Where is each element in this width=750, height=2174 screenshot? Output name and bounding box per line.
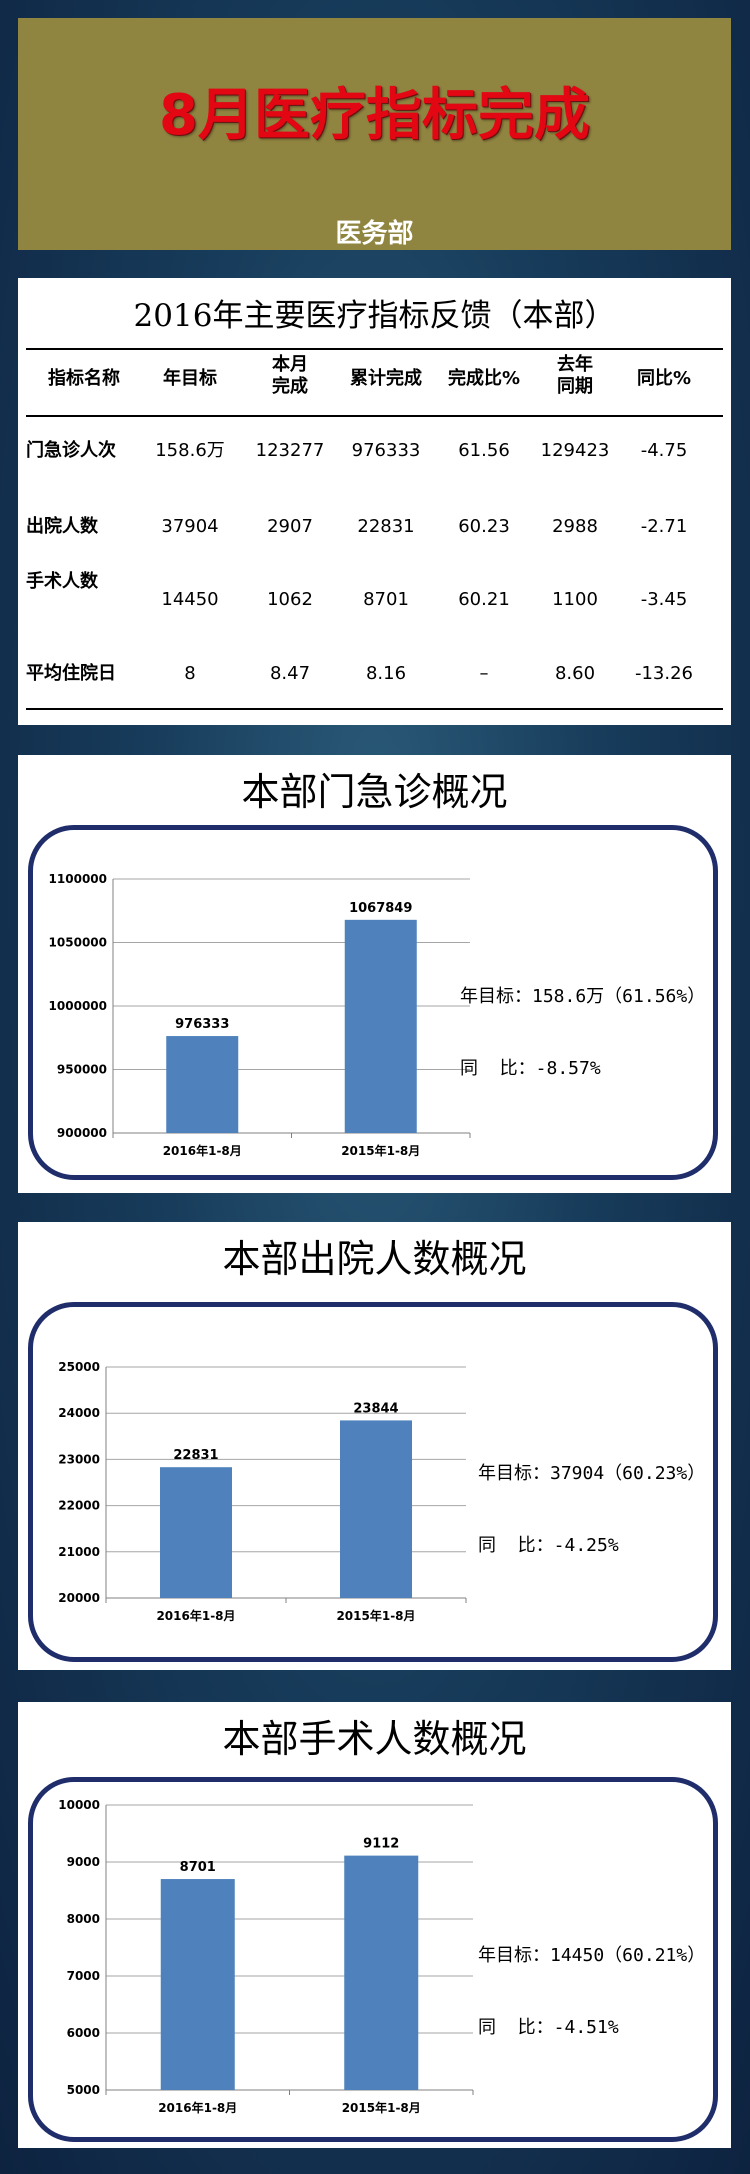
indicator-table-panel: 2016年主要医疗指标反馈（本部） 指标名称 年目标 本月 完成 累计完成 完成比% 去年同… bbox=[18, 278, 731, 725]
data-label: 22831 bbox=[173, 1448, 218, 1463]
table-cell: -3.45 bbox=[640, 589, 688, 610]
y-tick-label: 20000 bbox=[58, 1591, 100, 1605]
y-tick-label: 8000 bbox=[67, 1912, 100, 1926]
chart-annotation: 年目标：158.6万（61.56%） 同 比：-8.57% bbox=[460, 937, 705, 1129]
table-cell: 61.56 bbox=[458, 440, 510, 461]
table-cell: 22831 bbox=[357, 516, 415, 537]
y-tick-label: 950000 bbox=[57, 1063, 107, 1077]
column-header: 同比% bbox=[636, 368, 692, 389]
table-cell: 37904 bbox=[161, 516, 219, 537]
table-cell: 976333 bbox=[351, 440, 421, 461]
chart-panel-outpatient: 本部门急诊概况 900000 950000 1000000 1050000 110000… bbox=[18, 755, 731, 1193]
x-tick-label: 2016年1-8月 bbox=[156, 1608, 235, 1623]
x-tick-label: 2016年1-8月 bbox=[163, 1143, 242, 1158]
data-label: 8701 bbox=[180, 1860, 216, 1875]
y-tick-label: 23000 bbox=[58, 1452, 100, 1466]
table-cell: 1100 bbox=[552, 589, 598, 610]
chart-title: 本部手术人数概况 bbox=[222, 1717, 527, 1761]
yoy-note: 同 比：-4.25% bbox=[478, 1535, 619, 1556]
bar bbox=[160, 1467, 232, 1598]
bar bbox=[166, 1036, 239, 1133]
table-bottom-rule bbox=[26, 708, 723, 710]
data-label: 23844 bbox=[353, 1401, 398, 1416]
y-tick-label: 25000 bbox=[58, 1360, 100, 1374]
data-label: 976333 bbox=[175, 1017, 229, 1032]
chart-panel-discharge: 本部出院人数概况 20000 21000 22000 23000 24000 25000 2… bbox=[18, 1222, 731, 1670]
bar bbox=[344, 919, 417, 1133]
column-header: 去年 同期 bbox=[557, 354, 593, 397]
column-header: 本月 完成 bbox=[272, 354, 308, 397]
yoy-note: 同 比：-8.57% bbox=[460, 1058, 601, 1079]
x-tick-label: 2015年1-8月 bbox=[336, 1608, 415, 1623]
table-cell: 2907 bbox=[267, 516, 313, 537]
annual-target-note: 年目标：37904（60.23%） bbox=[478, 1463, 706, 1484]
bar bbox=[340, 1420, 412, 1598]
table-cell: 158.6万 bbox=[155, 440, 225, 461]
column-header: 指标名称 bbox=[48, 368, 120, 389]
data-label: 1067849 bbox=[349, 901, 412, 916]
table-cell: -4.75 bbox=[640, 440, 688, 461]
y-tick-label: 6000 bbox=[67, 2026, 100, 2040]
column-header: 累计完成 bbox=[350, 368, 422, 389]
page-title: 8月医疗指标完成 bbox=[159, 83, 590, 148]
yoy-note: 同 比：-4.51% bbox=[478, 2017, 619, 2038]
table-cell: 8.47 bbox=[269, 663, 311, 684]
y-tick-label: 24000 bbox=[58, 1406, 100, 1420]
y-tick-label: 7000 bbox=[67, 1969, 100, 1983]
y-tick-label: 10000 bbox=[58, 1798, 100, 1812]
column-header: 年目标 bbox=[163, 368, 217, 389]
annual-target-note: 年目标：14450（60.21%） bbox=[478, 1945, 706, 1966]
table-cell: 60.21 bbox=[458, 589, 510, 610]
table-header-rule bbox=[26, 415, 723, 417]
bar-chart-surgery: 5000 6000 7000 8000 9000 10000 8701 2016年1-8月 91… bbox=[58, 1798, 474, 2115]
chart-frame bbox=[28, 1302, 718, 1662]
bar-chart-discharge: 20000 21000 22000 23000 24000 25000 22831 2016年… bbox=[58, 1360, 467, 1623]
row-label: 门急诊人次 bbox=[26, 440, 116, 461]
y-tick-label: 5000 bbox=[67, 2083, 100, 2097]
row-label: 手术人数 bbox=[26, 571, 98, 592]
table-top-rule bbox=[26, 348, 723, 350]
table-title: 2016年主要医疗指标反馈（本部） bbox=[133, 298, 616, 334]
bar bbox=[160, 1879, 235, 2090]
table-cell: 14450 bbox=[161, 589, 219, 610]
table-cell: 60.23 bbox=[458, 516, 510, 537]
row-label: 平均住院日 bbox=[26, 663, 116, 684]
table-cell: 8.16 bbox=[365, 663, 407, 684]
y-tick-label: 21000 bbox=[58, 1545, 100, 1559]
table-cell: 8 bbox=[184, 663, 196, 684]
y-tick-label: 9000 bbox=[67, 1855, 100, 1869]
department-label: 医务部 bbox=[335, 219, 414, 249]
table-cell: 123277 bbox=[255, 440, 325, 461]
annual-target-note: 年目标：158.6万（61.56%） bbox=[460, 986, 706, 1007]
chart-title: 本部出院人数概况 bbox=[222, 1237, 527, 1281]
table-cell: 1062 bbox=[267, 589, 313, 610]
y-tick-label: 900000 bbox=[57, 1126, 107, 1140]
chart-annotation: 年目标：37904（60.23%） 同 比：-4.25% bbox=[478, 1414, 705, 1606]
table-cell: 2988 bbox=[552, 516, 598, 537]
header-banner: 8月医疗指标完成 医务部 bbox=[18, 18, 731, 250]
chart-annotation: 年目标：14450（60.21%） 同 比：-4.51% bbox=[478, 1896, 705, 2088]
x-tick-label: 2015年1-8月 bbox=[341, 1143, 420, 1158]
table-cell: -13.26 bbox=[634, 663, 694, 684]
x-tick-label: 2015年1-8月 bbox=[342, 2100, 421, 2115]
table-cell: – bbox=[479, 663, 489, 684]
chart-panel-surgery: 本部手术人数概况 5000 6000 7000 8000 9000 10000 8701 20… bbox=[18, 1702, 731, 2148]
y-tick-label: 1100000 bbox=[49, 872, 107, 886]
row-label: 出院人数 bbox=[26, 516, 98, 537]
y-tick-label: 1000000 bbox=[49, 999, 107, 1013]
bar bbox=[344, 1855, 419, 2090]
table-cell: 129423 bbox=[540, 440, 610, 461]
y-tick-label: 22000 bbox=[58, 1499, 100, 1513]
x-tick-label: 2016年1-8月 bbox=[158, 2100, 237, 2115]
table-cell: -2.71 bbox=[640, 516, 688, 537]
column-header: 完成比% bbox=[447, 368, 521, 389]
table-cell: 8.60 bbox=[554, 663, 596, 684]
y-tick-label: 1050000 bbox=[49, 936, 107, 950]
data-label: 9112 bbox=[363, 1837, 399, 1852]
bar-chart-outpatient: 900000 950000 1000000 1050000 1100000 976333 2… bbox=[49, 872, 471, 1158]
table-cell: 8701 bbox=[363, 589, 409, 610]
chart-title: 本部门急诊概况 bbox=[241, 770, 508, 814]
